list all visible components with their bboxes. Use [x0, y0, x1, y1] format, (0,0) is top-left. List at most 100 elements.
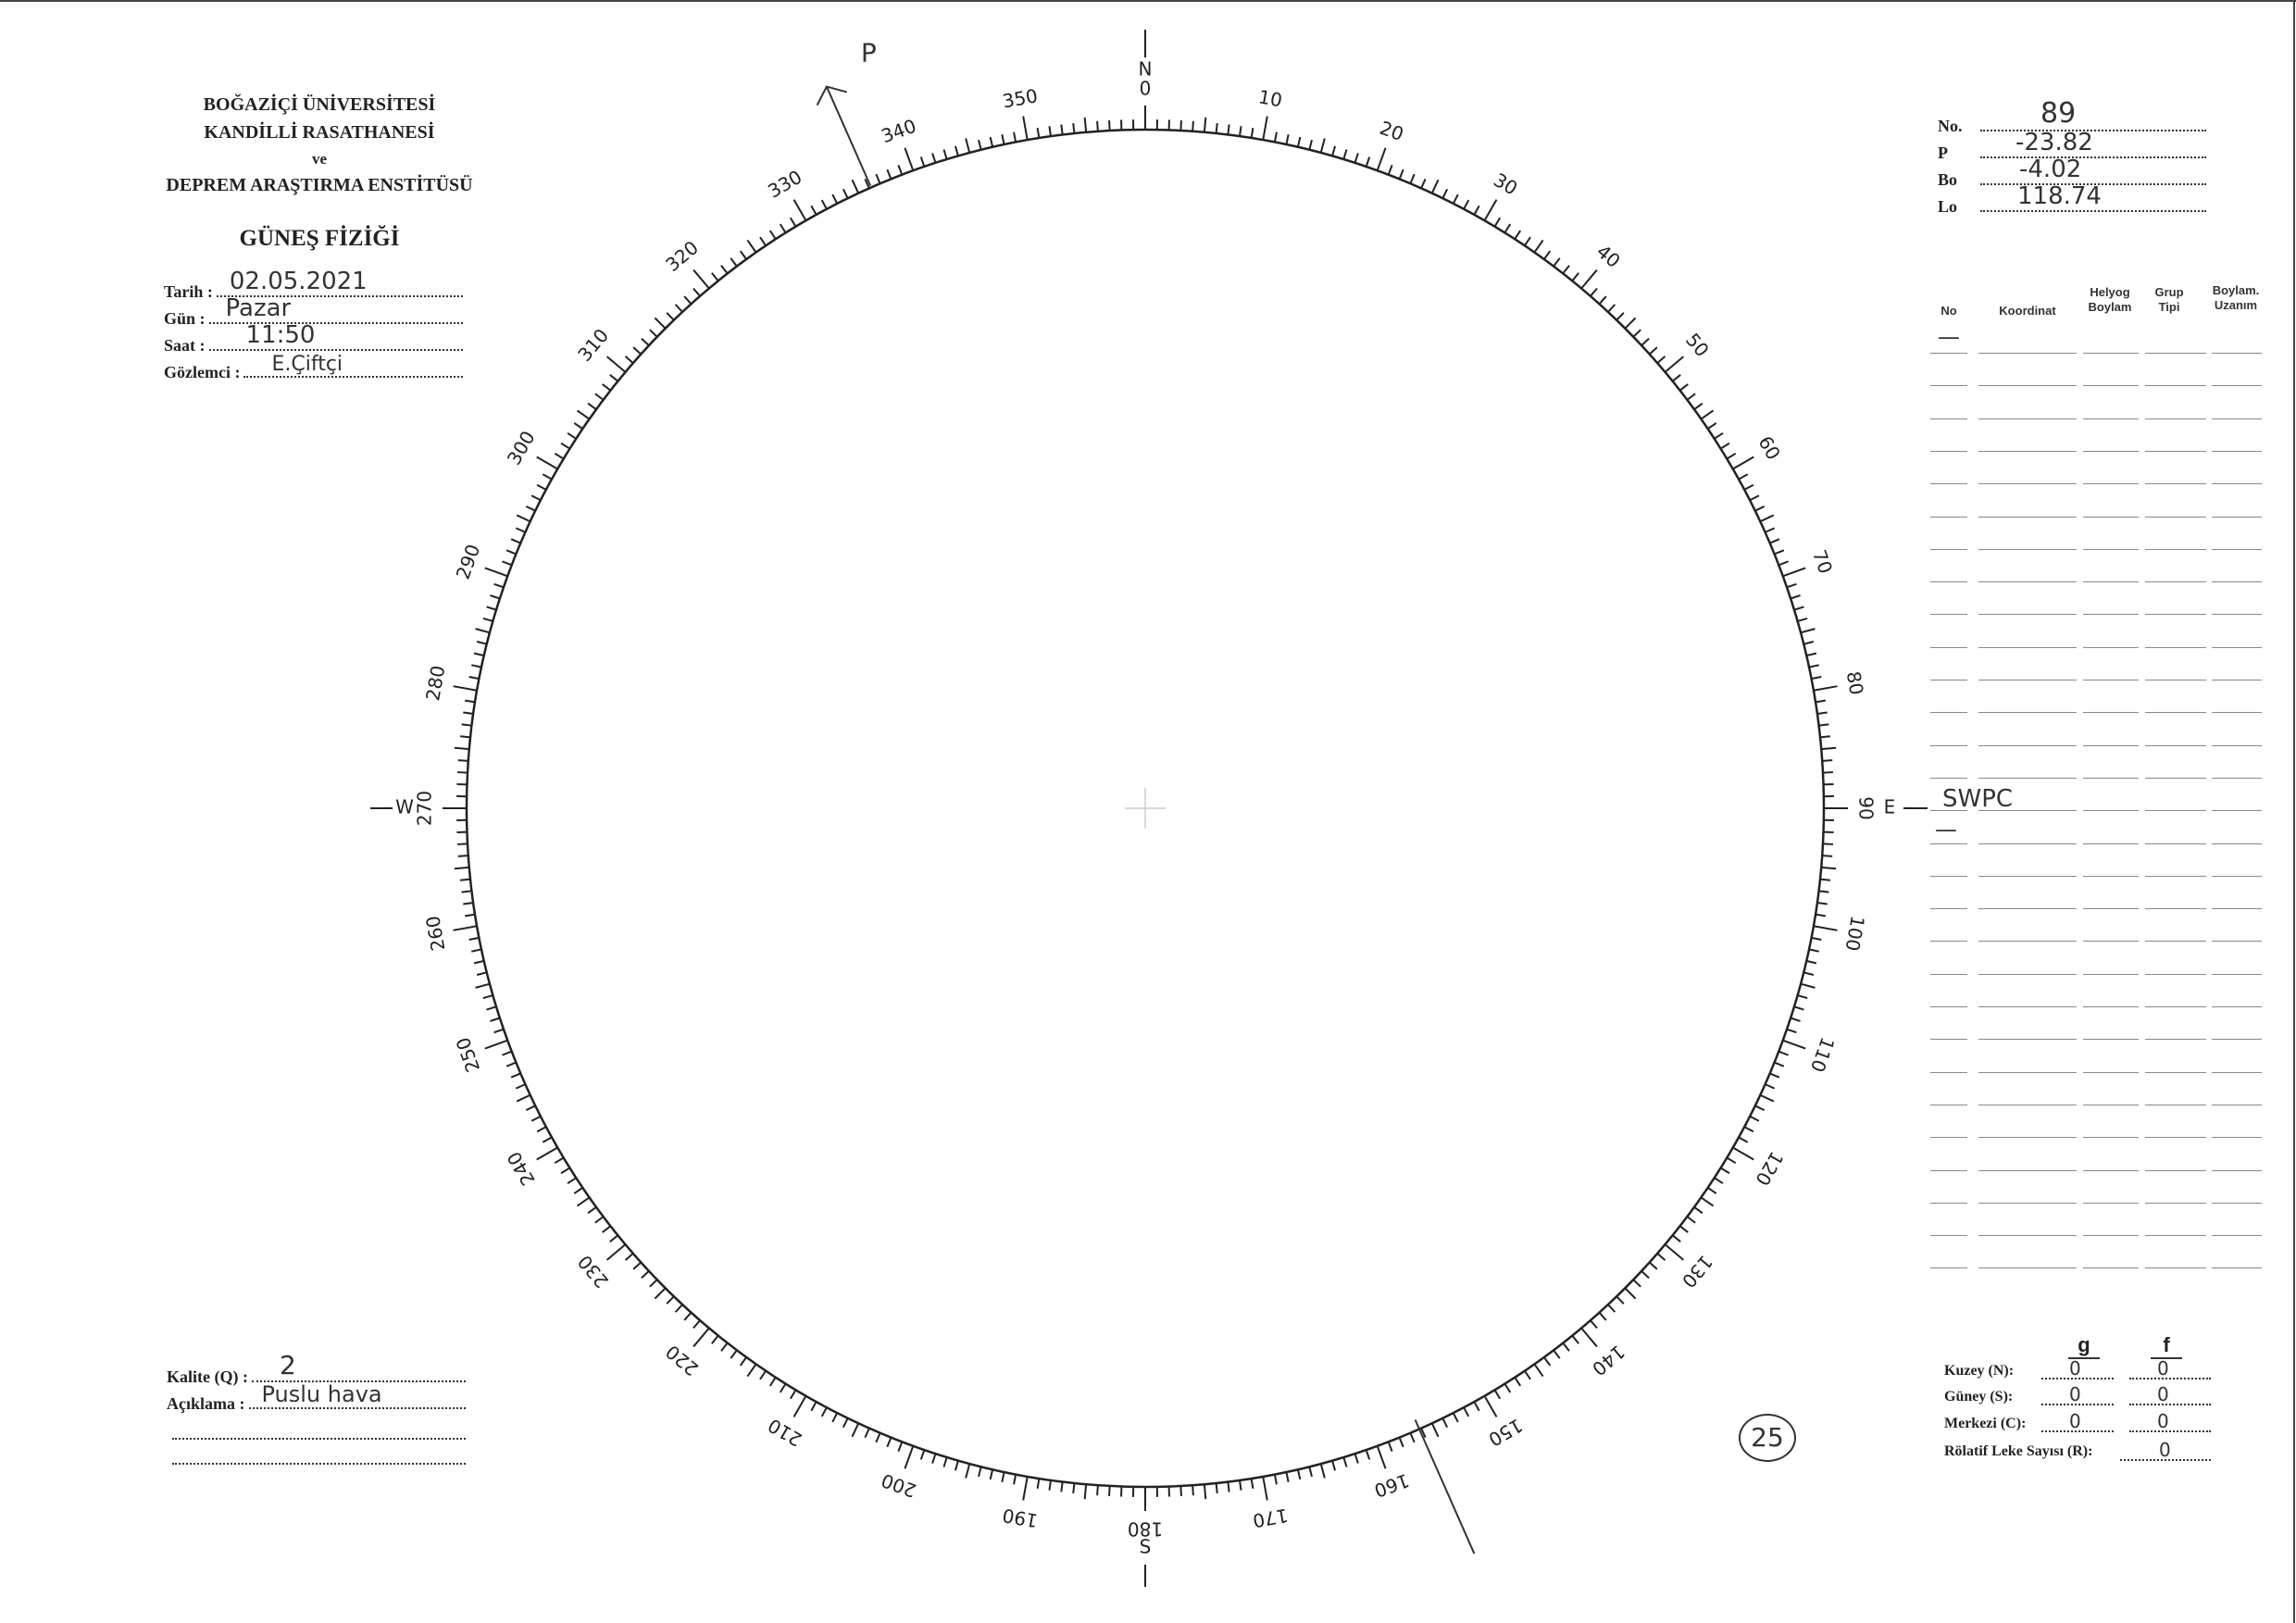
- table-row-line[interactable]: [2212, 418, 2262, 419]
- table-row-line[interactable]: [2145, 516, 2206, 518]
- table-row-line[interactable]: [1978, 450, 2077, 452]
- table-row-line[interactable]: [2212, 581, 2262, 583]
- table-row-line[interactable]: [1930, 614, 1967, 616]
- table-row-line[interactable]: [1930, 1202, 1967, 1204]
- table-row-line[interactable]: [2145, 1006, 2206, 1007]
- table-row-line[interactable]: [2212, 908, 2262, 910]
- table-row-line[interactable]: [2212, 1071, 2262, 1073]
- table-row-line[interactable]: [1930, 548, 1967, 550]
- table-row-line[interactable]: [1930, 1235, 1967, 1237]
- table-row-line[interactable]: [2145, 875, 2206, 877]
- table-row-line[interactable]: [2212, 941, 2262, 943]
- table-row-line[interactable]: [2145, 810, 2206, 812]
- table-row-line[interactable]: [1930, 941, 1967, 943]
- table-row-line[interactable]: [2145, 941, 2206, 943]
- table-row-line[interactable]: [1978, 1039, 2077, 1041]
- table-row-line[interactable]: [2083, 712, 2139, 714]
- table-row-line[interactable]: [2083, 1267, 2139, 1269]
- table-row-line[interactable]: [1930, 1071, 1967, 1073]
- table-row-line[interactable]: [1930, 875, 1967, 877]
- table-row-line[interactable]: [2212, 744, 2262, 746]
- south-g-field[interactable]: 0: [2041, 1383, 2114, 1405]
- table-row-line[interactable]: [2212, 385, 2262, 387]
- table-row-line[interactable]: [2145, 483, 2206, 485]
- table-row-line[interactable]: [2083, 385, 2139, 387]
- table-row-line[interactable]: [2083, 810, 2139, 812]
- table-row-line[interactable]: [2145, 843, 2206, 844]
- table-row-line[interactable]: [1930, 843, 1967, 844]
- table-row-line[interactable]: [1930, 712, 1967, 714]
- table-row-line[interactable]: [1978, 1169, 2077, 1171]
- table-row-line[interactable]: [2083, 908, 2139, 910]
- table-row-line[interactable]: [1978, 646, 2077, 648]
- table-row-line[interactable]: [1978, 744, 2077, 746]
- table-row-line[interactable]: [1930, 646, 1967, 648]
- table-row-line[interactable]: [1930, 1169, 1967, 1171]
- quality-field[interactable]: Kalite (Q) : 2: [167, 1350, 466, 1387]
- table-row-line[interactable]: [1978, 973, 2077, 975]
- table-row-line[interactable]: [2145, 614, 2206, 616]
- table-row-line[interactable]: [2145, 744, 2206, 746]
- table-row-line[interactable]: [1930, 353, 1967, 354]
- south-f-field[interactable]: 0: [2129, 1383, 2211, 1405]
- table-row-line[interactable]: [1978, 1137, 2077, 1139]
- table-row-line[interactable]: [1930, 385, 1967, 387]
- table-row-line[interactable]: [1978, 1267, 2077, 1269]
- table-row-line[interactable]: [2212, 614, 2262, 616]
- table-row-line[interactable]: [1978, 1006, 2077, 1007]
- table-row-line[interactable]: [1978, 1202, 2077, 1204]
- table-row-line[interactable]: [2145, 1169, 2206, 1171]
- table-row-line[interactable]: [1930, 1039, 1967, 1041]
- table-row-line[interactable]: [2145, 908, 2206, 910]
- table-row-line[interactable]: [1978, 516, 2077, 518]
- table-row-line[interactable]: [2212, 712, 2262, 714]
- table-row-line[interactable]: [1930, 908, 1967, 910]
- table-row-line[interactable]: [2212, 483, 2262, 485]
- table-row-line[interactable]: [1978, 483, 2077, 485]
- date-field[interactable]: Tarih : 02.05.2021: [164, 268, 463, 302]
- table-row-line[interactable]: [2212, 777, 2262, 779]
- table-row-line[interactable]: [2145, 353, 2206, 354]
- table-row-line[interactable]: [1978, 614, 2077, 616]
- table-row-line[interactable]: [2212, 548, 2262, 550]
- table-row-line[interactable]: [2145, 385, 2206, 387]
- table-row-line[interactable]: [2145, 548, 2206, 550]
- table-row-line[interactable]: [2212, 1006, 2262, 1007]
- table-row-line[interactable]: [2145, 581, 2206, 583]
- relative-field[interactable]: 0: [2120, 1439, 2211, 1461]
- table-row-line[interactable]: [1930, 1267, 1967, 1269]
- table-row-line[interactable]: [1930, 744, 1967, 746]
- comment-line-3[interactable]: [172, 1463, 466, 1465]
- table-row-line[interactable]: [1978, 1071, 2077, 1073]
- table-row-line[interactable]: [2083, 516, 2139, 518]
- table-row-line[interactable]: [2083, 1006, 2139, 1007]
- table-row-line[interactable]: [2212, 1137, 2262, 1139]
- table-row-line[interactable]: [1978, 875, 2077, 877]
- table-row-line[interactable]: [2212, 810, 2262, 812]
- observer-field[interactable]: Gözlemci : E.Çiftçi: [164, 353, 463, 382]
- table-row-line[interactable]: [1930, 777, 1967, 779]
- table-row-line[interactable]: [1930, 450, 1967, 452]
- table-row-line[interactable]: [2083, 548, 2139, 550]
- table-row-line[interactable]: [1930, 810, 1967, 812]
- table-row-line[interactable]: [2145, 450, 2206, 452]
- table-row-line[interactable]: [2083, 581, 2139, 583]
- bo-field[interactable]: Bo -4.02: [1938, 156, 2206, 190]
- table-row-line[interactable]: [1930, 1006, 1967, 1007]
- table-row-line[interactable]: [2145, 777, 2206, 779]
- table-row-line[interactable]: [2145, 1235, 2206, 1237]
- center-g-field[interactable]: 0: [2041, 1410, 2114, 1432]
- table-row-line[interactable]: [1978, 843, 2077, 844]
- table-row-line[interactable]: [2083, 1235, 2139, 1237]
- table-row-line[interactable]: [1978, 1235, 2077, 1237]
- table-row-line[interactable]: [2212, 843, 2262, 844]
- table-row-line[interactable]: [1978, 581, 2077, 583]
- table-row-line[interactable]: [2083, 1071, 2139, 1073]
- table-row-line[interactable]: [2145, 1137, 2206, 1139]
- table-row-line[interactable]: [1978, 548, 2077, 550]
- table-row-line[interactable]: [2212, 1267, 2262, 1269]
- table-row-line[interactable]: [1978, 941, 2077, 943]
- table-row-line[interactable]: [2145, 1071, 2206, 1073]
- table-row-line[interactable]: [2083, 875, 2139, 877]
- table-row-line[interactable]: [2083, 973, 2139, 975]
